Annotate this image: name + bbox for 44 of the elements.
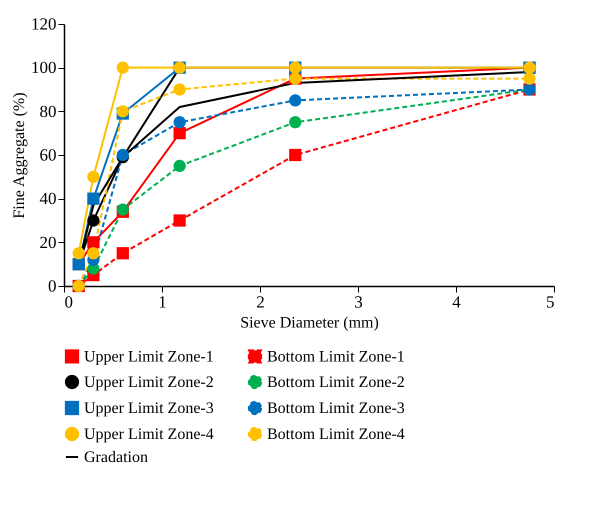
y-tick-label: 0 (48, 276, 56, 296)
x-axis-title: Sieve Diameter (mm) (240, 314, 379, 332)
point (116, 203, 129, 216)
point (116, 247, 129, 260)
legend-label: Bottom Limit Zone-4 (267, 426, 405, 443)
point (174, 127, 186, 140)
point (289, 148, 302, 162)
x-tick-label: 0 (64, 292, 73, 312)
legend-label: Upper Limit Zone-3 (84, 400, 214, 417)
y-tick-label: 120 (31, 14, 56, 34)
legend-label: Bottom Limit Zone-3 (267, 400, 405, 417)
x-tick-label: 5 (546, 292, 554, 312)
y-tick-label: 80 (40, 102, 56, 121)
point (523, 72, 536, 85)
point (87, 247, 100, 260)
point (116, 62, 129, 74)
legend-label: Gradation (84, 449, 148, 466)
point (174, 214, 186, 227)
y-axis-title: Fine Aggregate (%) (11, 92, 28, 219)
legend-label: Upper Limit Zone-4 (84, 426, 214, 443)
legend-label: Upper Limit Zone-2 (84, 374, 214, 391)
y-tick-label: 60 (40, 146, 56, 164)
legend-label: Upper Limit Zone-1 (84, 348, 214, 366)
x-tick-label: 1 (158, 292, 167, 312)
point (174, 83, 186, 96)
point (289, 94, 302, 107)
x-tick-label: 4 (452, 292, 462, 312)
legend-label: Bottom Limit Zone-1 (267, 348, 405, 366)
point (87, 214, 100, 227)
point (174, 160, 186, 172)
legend-label: Bottom Limit Zone-2 (267, 374, 405, 391)
point (116, 148, 129, 162)
point (289, 116, 302, 128)
point (72, 247, 85, 260)
point (116, 105, 129, 118)
x-tick-label: 2 (256, 292, 265, 312)
point (87, 236, 100, 248)
point (174, 116, 186, 128)
point (87, 192, 100, 205)
point (87, 170, 100, 183)
x-tick-label: 3 (354, 292, 363, 312)
y-tick-label: 100 (31, 58, 56, 78)
y-tick-label: 40 (40, 189, 56, 208)
y-tick-label: 20 (40, 232, 56, 252)
